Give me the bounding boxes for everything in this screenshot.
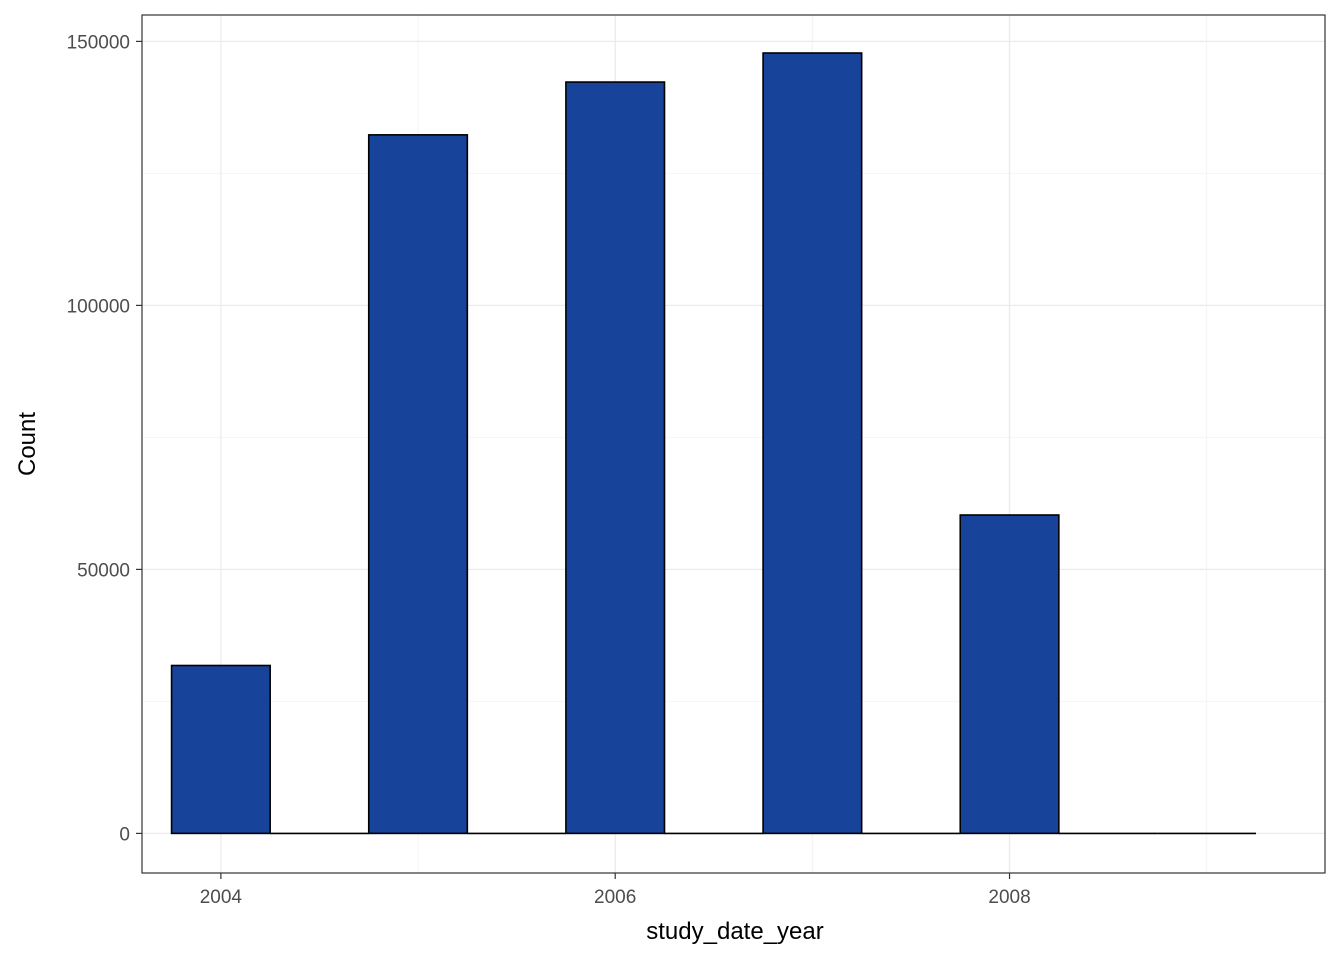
histogram-bar (170, 664, 271, 835)
y-tick-label: 50000 (77, 560, 130, 581)
y-tick-label: 0 (119, 824, 130, 845)
y-axis-title: Count (14, 412, 41, 476)
y-tick-label: 100000 (67, 296, 130, 317)
x-axis-ticks: 2004 2006 2008 (200, 873, 1031, 908)
x-tick-label: 2006 (594, 887, 636, 908)
x-tick-label: 2008 (988, 887, 1030, 908)
histogram-bar (959, 514, 1060, 835)
x-axis-title: study_date_year (646, 918, 823, 945)
y-tick-label: 150000 (67, 32, 130, 53)
histogram-bar (565, 81, 666, 835)
histogram-bar (367, 134, 469, 835)
histogram-bars (170, 52, 1256, 835)
histogram-bar (762, 52, 863, 835)
y-axis-ticks: 0 50000 100000 150000 (67, 32, 142, 845)
panel-border (141, 14, 1326, 874)
x-tick-label: 2004 (200, 887, 243, 908)
